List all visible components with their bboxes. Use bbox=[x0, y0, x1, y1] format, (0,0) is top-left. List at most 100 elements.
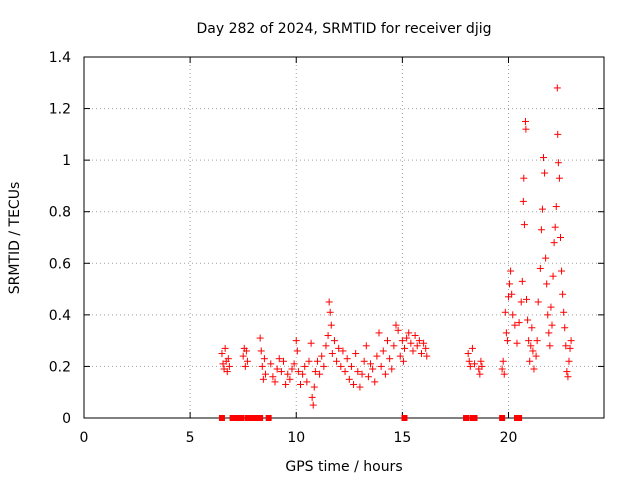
data-point bbox=[423, 352, 431, 360]
data-point bbox=[398, 337, 406, 345]
data-point bbox=[530, 365, 538, 373]
data-point bbox=[465, 357, 473, 365]
data-point-square bbox=[238, 415, 245, 421]
data-point bbox=[241, 362, 249, 370]
data-point bbox=[523, 295, 531, 303]
data-point bbox=[358, 370, 366, 378]
data-point bbox=[337, 362, 345, 370]
data-point bbox=[394, 326, 402, 334]
data-point bbox=[519, 197, 527, 205]
data-point bbox=[328, 350, 336, 358]
data-point bbox=[324, 331, 332, 339]
data-point bbox=[528, 324, 536, 332]
data-point bbox=[532, 352, 540, 360]
data-point bbox=[527, 342, 535, 350]
data-point bbox=[562, 342, 570, 350]
data-point bbox=[464, 350, 472, 358]
data-point bbox=[400, 344, 408, 352]
data-point bbox=[261, 370, 269, 378]
data-point bbox=[308, 393, 316, 401]
data-point bbox=[326, 308, 334, 316]
data-point bbox=[373, 352, 381, 360]
chart-title: Day 282 of 2024, SRMTID for receiver dji… bbox=[197, 21, 492, 37]
data-point bbox=[545, 329, 553, 337]
points-layer bbox=[218, 84, 575, 421]
data-point bbox=[296, 380, 304, 388]
data-point bbox=[538, 205, 546, 213]
data-point bbox=[554, 159, 562, 167]
data-point bbox=[537, 226, 545, 234]
data-point bbox=[563, 368, 571, 376]
y-tick-label: 0.8 bbox=[49, 205, 71, 221]
data-point bbox=[325, 298, 333, 306]
data-point bbox=[549, 272, 557, 280]
y-tick-label: 1 bbox=[62, 153, 71, 169]
data-point bbox=[411, 331, 419, 339]
x-axis-label: GPS time / hours bbox=[285, 459, 402, 475]
data-point-square bbox=[265, 415, 272, 421]
data-point bbox=[292, 337, 300, 345]
data-point bbox=[377, 362, 385, 370]
data-point bbox=[369, 365, 377, 373]
data-point bbox=[517, 298, 525, 306]
data-point-square bbox=[248, 415, 255, 421]
data-point bbox=[269, 373, 277, 381]
data-point bbox=[399, 357, 407, 365]
data-point bbox=[471, 360, 479, 368]
data-point bbox=[316, 370, 324, 378]
data-point bbox=[536, 264, 544, 272]
data-point bbox=[543, 280, 551, 288]
data-point bbox=[381, 370, 389, 378]
data-point bbox=[290, 360, 298, 368]
y-tick-label: 1.4 bbox=[49, 50, 71, 66]
data-point bbox=[386, 355, 394, 363]
data-point bbox=[333, 357, 341, 365]
data-point-square bbox=[516, 415, 523, 421]
data-point bbox=[520, 174, 528, 182]
data-point bbox=[546, 342, 554, 350]
data-point bbox=[294, 368, 302, 376]
data-point bbox=[239, 352, 247, 360]
data-point bbox=[509, 311, 517, 319]
y-tick-label: 0 bbox=[62, 411, 71, 427]
data-point bbox=[384, 337, 392, 345]
data-point bbox=[540, 154, 548, 162]
data-point bbox=[524, 316, 532, 324]
data-point bbox=[415, 337, 423, 345]
data-point bbox=[260, 355, 268, 363]
data-point bbox=[257, 347, 265, 355]
data-point bbox=[561, 324, 569, 332]
data-point bbox=[392, 321, 400, 329]
data-point bbox=[347, 362, 355, 370]
data-point bbox=[526, 357, 534, 365]
data-point bbox=[476, 370, 484, 378]
data-point bbox=[466, 362, 474, 370]
data-point bbox=[500, 370, 508, 378]
data-point bbox=[221, 344, 229, 352]
data-point bbox=[356, 383, 364, 391]
data-point bbox=[520, 221, 528, 229]
data-point bbox=[301, 362, 309, 370]
data-point bbox=[225, 362, 233, 370]
data-point-square bbox=[499, 415, 506, 421]
data-point bbox=[388, 365, 396, 373]
x-tick-label: 15 bbox=[393, 430, 411, 446]
data-point bbox=[258, 362, 266, 370]
data-point bbox=[242, 347, 250, 355]
data-point bbox=[299, 370, 307, 378]
data-point-square bbox=[244, 415, 251, 421]
data-point bbox=[468, 344, 476, 352]
x-tick-label: 20 bbox=[500, 430, 518, 446]
data-point bbox=[477, 357, 485, 365]
data-point bbox=[547, 303, 555, 311]
data-point bbox=[275, 355, 283, 363]
y-tick-label: 0.2 bbox=[49, 359, 71, 375]
data-point-square bbox=[218, 415, 225, 421]
data-point bbox=[544, 311, 552, 319]
data-point bbox=[390, 342, 398, 350]
data-point bbox=[218, 350, 226, 358]
data-point-square bbox=[257, 415, 264, 421]
data-point-square bbox=[471, 415, 478, 421]
data-point bbox=[550, 239, 558, 247]
